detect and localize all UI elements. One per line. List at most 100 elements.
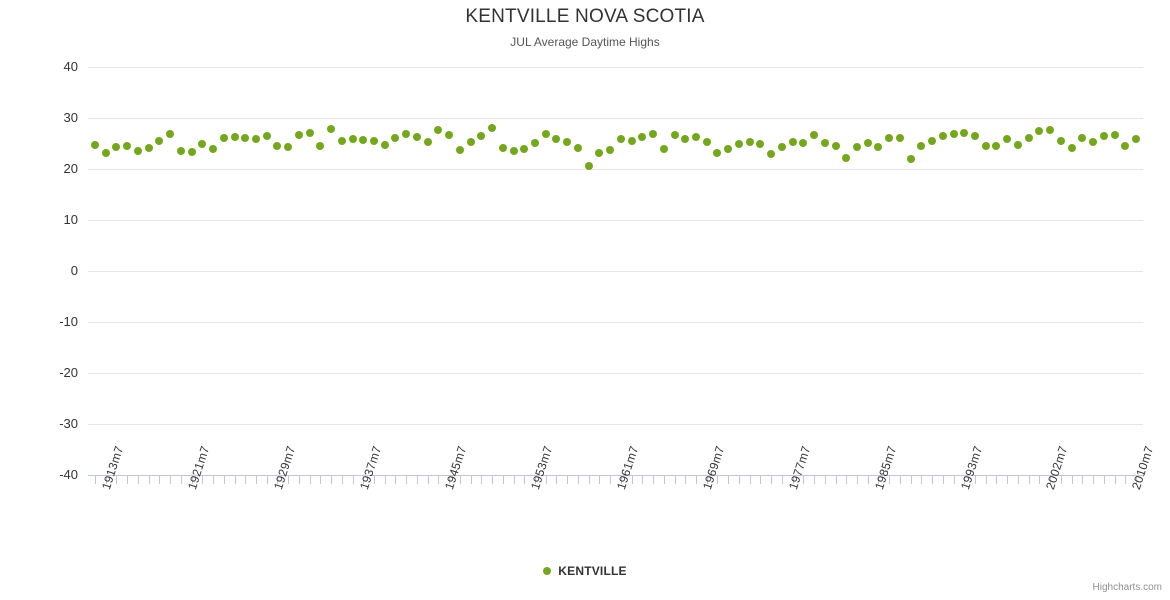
- data-point[interactable]: [713, 148, 722, 157]
- data-point[interactable]: [348, 134, 357, 143]
- data-point[interactable]: [91, 140, 99, 149]
- data-point[interactable]: [144, 144, 153, 153]
- data-point[interactable]: [917, 142, 926, 151]
- data-point[interactable]: [960, 129, 969, 138]
- data-point[interactable]: [455, 146, 464, 155]
- data-point[interactable]: [1046, 126, 1055, 135]
- data-point[interactable]: [1089, 138, 1098, 147]
- data-point[interactable]: [337, 137, 346, 146]
- data-point[interactable]: [541, 130, 550, 139]
- data-point[interactable]: [756, 139, 765, 148]
- data-point[interactable]: [230, 133, 239, 142]
- data-point[interactable]: [176, 147, 185, 156]
- data-point[interactable]: [380, 141, 389, 150]
- data-point[interactable]: [359, 136, 368, 145]
- data-point[interactable]: [423, 137, 432, 146]
- data-point[interactable]: [767, 149, 776, 158]
- data-point[interactable]: [466, 137, 475, 146]
- data-point[interactable]: [477, 132, 486, 141]
- data-point[interactable]: [627, 136, 636, 145]
- data-point[interactable]: [799, 138, 808, 147]
- data-point[interactable]: [133, 146, 142, 155]
- data-point[interactable]: [294, 131, 303, 140]
- data-point[interactable]: [573, 143, 582, 152]
- data-point[interactable]: [1035, 127, 1044, 136]
- data-point[interactable]: [971, 132, 980, 141]
- data-point[interactable]: [777, 143, 786, 152]
- data-point[interactable]: [445, 131, 454, 140]
- data-point[interactable]: [112, 142, 121, 151]
- data-point[interactable]: [981, 142, 990, 151]
- data-point[interactable]: [734, 140, 743, 148]
- data-point[interactable]: [842, 154, 851, 163]
- data-point[interactable]: [251, 134, 260, 143]
- data-point[interactable]: [509, 146, 518, 155]
- data-point[interactable]: [949, 130, 958, 139]
- data-point[interactable]: [520, 144, 529, 153]
- data-point[interactable]: [305, 129, 314, 138]
- data-point[interactable]: [906, 154, 915, 163]
- data-point[interactable]: [155, 136, 164, 145]
- data-point[interactable]: [1024, 134, 1033, 143]
- data-point[interactable]: [273, 142, 282, 151]
- data-point[interactable]: [681, 135, 690, 144]
- data-point[interactable]: [391, 134, 400, 143]
- data-point[interactable]: [938, 132, 947, 141]
- data-point[interactable]: [745, 137, 754, 146]
- data-point[interactable]: [498, 144, 507, 153]
- data-point[interactable]: [852, 142, 861, 151]
- data-point[interactable]: [370, 136, 379, 145]
- data-point[interactable]: [584, 161, 593, 170]
- data-point[interactable]: [1067, 144, 1076, 153]
- data-point[interactable]: [659, 144, 668, 153]
- data-point[interactable]: [595, 149, 604, 158]
- data-point[interactable]: [616, 134, 625, 143]
- data-point[interactable]: [1110, 131, 1119, 140]
- data-point[interactable]: [552, 135, 561, 144]
- data-point[interactable]: [1078, 134, 1087, 143]
- data-point[interactable]: [649, 130, 658, 139]
- data-point[interactable]: [670, 131, 679, 140]
- data-point[interactable]: [434, 125, 443, 134]
- data-point[interactable]: [262, 132, 271, 141]
- data-point[interactable]: [1003, 135, 1012, 144]
- data-point[interactable]: [187, 147, 196, 156]
- data-point[interactable]: [531, 138, 539, 147]
- data-point[interactable]: [402, 129, 411, 138]
- data-point[interactable]: [488, 124, 497, 133]
- data-point[interactable]: [166, 130, 175, 139]
- highcharts-credit[interactable]: Highcharts.com: [1092, 582, 1162, 593]
- data-point[interactable]: [1121, 141, 1130, 150]
- data-point[interactable]: [1013, 141, 1022, 150]
- data-point[interactable]: [928, 137, 937, 146]
- data-point[interactable]: [316, 142, 325, 151]
- data-point[interactable]: [724, 145, 733, 154]
- data-point[interactable]: [638, 132, 647, 141]
- data-point[interactable]: [788, 138, 797, 147]
- data-point[interactable]: [810, 131, 819, 140]
- data-point[interactable]: [1056, 136, 1065, 145]
- data-point[interactable]: [1132, 134, 1140, 143]
- data-point[interactable]: [885, 133, 894, 142]
- data-point[interactable]: [831, 141, 840, 150]
- data-point[interactable]: [327, 124, 336, 133]
- data-point[interactable]: [702, 137, 711, 146]
- data-point[interactable]: [123, 141, 132, 150]
- legend-item-kentville[interactable]: KENTVILLE: [543, 563, 627, 578]
- data-point[interactable]: [412, 132, 421, 141]
- data-point[interactable]: [895, 134, 904, 143]
- data-point[interactable]: [1099, 132, 1108, 141]
- data-point[interactable]: [563, 138, 572, 147]
- data-point[interactable]: [101, 148, 110, 157]
- data-point[interactable]: [198, 139, 207, 148]
- data-point[interactable]: [863, 138, 872, 147]
- data-point[interactable]: [284, 142, 293, 151]
- data-point[interactable]: [209, 145, 218, 154]
- data-point[interactable]: [241, 133, 250, 142]
- data-point[interactable]: [606, 145, 615, 154]
- data-point[interactable]: [992, 141, 1001, 150]
- data-point[interactable]: [219, 134, 228, 143]
- data-point[interactable]: [874, 142, 883, 151]
- data-point[interactable]: [691, 132, 700, 141]
- data-point[interactable]: [820, 138, 829, 147]
